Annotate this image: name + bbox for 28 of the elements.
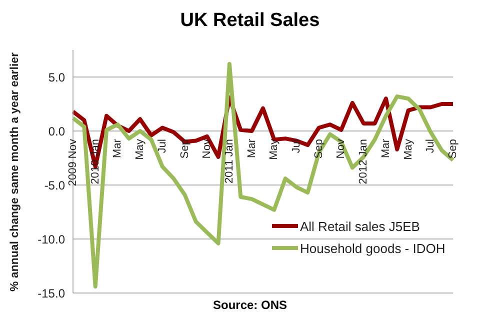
x-tick-label: Sep bbox=[447, 139, 459, 159]
x-tick-label: Mar bbox=[112, 138, 124, 158]
x-tick-label: Nov bbox=[201, 138, 214, 159]
x-tick-label: May bbox=[134, 138, 146, 160]
x-tick-label: 2012 Jan bbox=[358, 139, 370, 184]
y-tick-label: 5.0 bbox=[48, 70, 66, 84]
chart-title: UK Retail Sales bbox=[179, 10, 321, 32]
x-tick-label: Nov bbox=[335, 138, 348, 159]
legend-label: All Retail sales J5EB bbox=[300, 218, 420, 234]
y-tick-label: 0.0 bbox=[48, 124, 66, 138]
x-tick-label: May bbox=[268, 138, 280, 160]
x-tick-label: May bbox=[402, 138, 414, 160]
x-tick-label: 2011 Jan bbox=[223, 139, 236, 184]
x-tick-label: Jul bbox=[156, 139, 168, 154]
x-tick-label: Mar bbox=[380, 138, 392, 158]
y-tick-label: -5.0 bbox=[44, 178, 66, 192]
legend-label: Household goods - IDOH bbox=[300, 240, 446, 256]
x-tick-label: Jul bbox=[290, 139, 303, 154]
source-note: Source: ONS bbox=[212, 298, 287, 312]
x-tick-label: Mar bbox=[246, 138, 258, 158]
y-tick-label: -15.0 bbox=[38, 286, 66, 300]
x-tick-label: 2009 Nov bbox=[67, 138, 79, 186]
y-axis-title: % annual change same month a year earlier bbox=[9, 52, 22, 292]
x-tick-label: 2010 Jan bbox=[89, 139, 102, 184]
x-tick-label: Jul bbox=[424, 139, 437, 154]
x-tick-label: Sep bbox=[312, 139, 325, 159]
x-tick-label: Sep bbox=[178, 139, 191, 159]
y-tick-label: -10.0 bbox=[38, 232, 66, 246]
